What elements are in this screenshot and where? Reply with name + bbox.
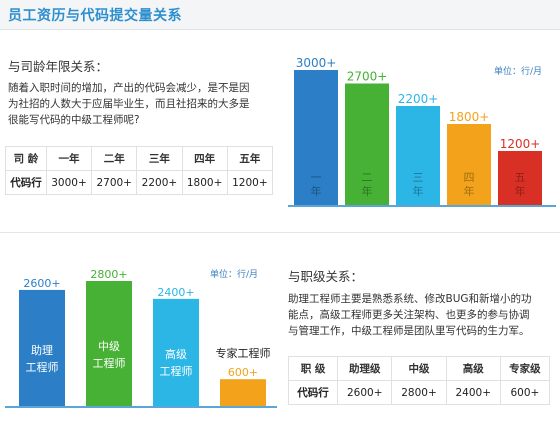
table-cell: 3000+	[45, 170, 93, 195]
chart-data-label: 600+	[228, 366, 258, 379]
table-header-cell: 专家级	[499, 356, 551, 381]
chart-bar	[345, 83, 389, 205]
table-cell: 1200+	[226, 170, 274, 195]
chart-bar	[86, 281, 132, 406]
table-cell: 1800+	[181, 170, 228, 195]
chart-category-label: 一年	[311, 171, 322, 198]
chart-bar	[396, 106, 440, 205]
table-row: 代码行 3000+ 2700+ 2200+ 1800+ 1200+	[5, 170, 274, 195]
chart-bar	[153, 298, 199, 406]
table-header-cell: 高级	[445, 356, 501, 381]
table-row: 司 龄 一年 二年 三年 四年 五年	[5, 146, 274, 171]
seniority-table: 司 龄 一年 二年 三年 四年 五年 代码行 3000+ 2700+ 2200+…	[5, 146, 274, 195]
level-bar-chart: 2600+ 助理工程师 2800+ 中级工程师 2400+ 高级工程师 600+ 专家工程师	[5, 268, 277, 408]
chart-data-label: 2600+	[23, 277, 60, 290]
chart-category-label: 高级工程师	[160, 347, 193, 378]
chart-category-label: 三年	[413, 171, 424, 198]
seniority-bar-chart: 3000+ 一年 2700+ 二年 2200+ 三年 1800+ 四年 1200+ 五年	[288, 56, 556, 207]
level-table: 职 级 助理级 中级 高级 专家级 代码行 2600+ 2800+ 2400+ …	[287, 356, 551, 405]
chart-category-label: 五年	[515, 171, 526, 198]
level-paragraph-line: 能点，高级工程师更多关注架构、也更多的参与协调	[288, 309, 530, 321]
level-paragraph-line: 与管理工作，中级工程师是团队里写代码的生力军。	[288, 325, 530, 337]
level-section-title: 与职级关系：	[288, 269, 364, 284]
chart-category-label: 四年	[464, 171, 475, 198]
table-cell: 2700+	[91, 170, 138, 195]
header-bar: 员工资历与代码提交量关系	[0, 0, 560, 30]
table-cell: 2800+	[391, 380, 447, 405]
section-divider	[0, 232, 560, 233]
table-header-cell: 四年	[181, 146, 228, 171]
chart-bar	[220, 379, 266, 406]
table-header-cell: 中级	[391, 356, 447, 381]
chart-data-label: 3000+	[296, 56, 337, 70]
table-header-cell: 二年	[91, 146, 138, 171]
chart-category-label: 专家工程师	[216, 346, 271, 360]
seniority-paragraph-line: 很能写代码的中级工程师呢?	[8, 114, 140, 126]
table-header-cell: 三年	[136, 146, 183, 171]
table-cell: 代码行	[5, 170, 47, 195]
table-row: 代码行 2600+ 2800+ 2400+ 600+	[287, 380, 551, 405]
seniority-chart-unit: 单位：行/月	[494, 67, 543, 77]
chart-data-label: 2800+	[90, 268, 127, 281]
level-chart-unit: 单位：行/月	[210, 270, 259, 280]
table-header-cell: 五年	[226, 146, 274, 171]
page-title: 员工资历与代码提交量关系	[8, 8, 182, 24]
chart-bar	[447, 124, 491, 205]
table-header-cell: 职 级	[287, 356, 339, 381]
table-cell: 2400+	[445, 380, 501, 405]
table-cell: 600+	[499, 380, 551, 405]
chart-category-label: 中级工程师	[93, 340, 126, 370]
chart-bar	[294, 70, 338, 205]
chart-data-label: 2400+	[157, 286, 194, 299]
table-cell: 2200+	[136, 170, 183, 195]
table-header-cell: 司 龄	[5, 146, 47, 171]
table-cell: 2600+	[337, 380, 393, 405]
seniority-paragraph: 随着入职时间的增加，产出的代码会减少，是不是因 为社招的人数大于应届毕业生，而且…	[8, 80, 278, 128]
seniority-paragraph-line: 为社招的人数大于应届毕业生，而且社招来的大多是	[8, 98, 250, 110]
chart-data-label: 2200+	[398, 92, 439, 106]
table-row: 职 级 助理级 中级 高级 专家级	[287, 356, 551, 381]
chart-data-label: 2700+	[347, 70, 388, 84]
chart-category-label: 助理工程师	[26, 343, 59, 374]
chart-category-label: 二年	[362, 171, 373, 198]
level-paragraph-line: 助理工程师主要是熟悉系统、修改BUG和新增小的功	[288, 293, 532, 305]
level-paragraph: 助理工程师主要是熟悉系统、修改BUG和新增小的功 能点，高级工程师更多关注架构、…	[288, 291, 558, 339]
chart-data-label: 1800+	[449, 110, 490, 124]
chart-data-label: 1200+	[500, 137, 541, 151]
table-header-cell: 一年	[45, 146, 93, 171]
chart-bar	[19, 289, 65, 406]
seniority-section-title: 与司龄年限关系：	[8, 59, 109, 74]
chart-bar	[498, 151, 542, 205]
table-cell: 代码行	[287, 380, 339, 405]
seniority-paragraph-line: 随着入职时间的增加，产出的代码会减少，是不是因	[8, 82, 250, 94]
table-header-cell: 助理级	[337, 356, 393, 381]
